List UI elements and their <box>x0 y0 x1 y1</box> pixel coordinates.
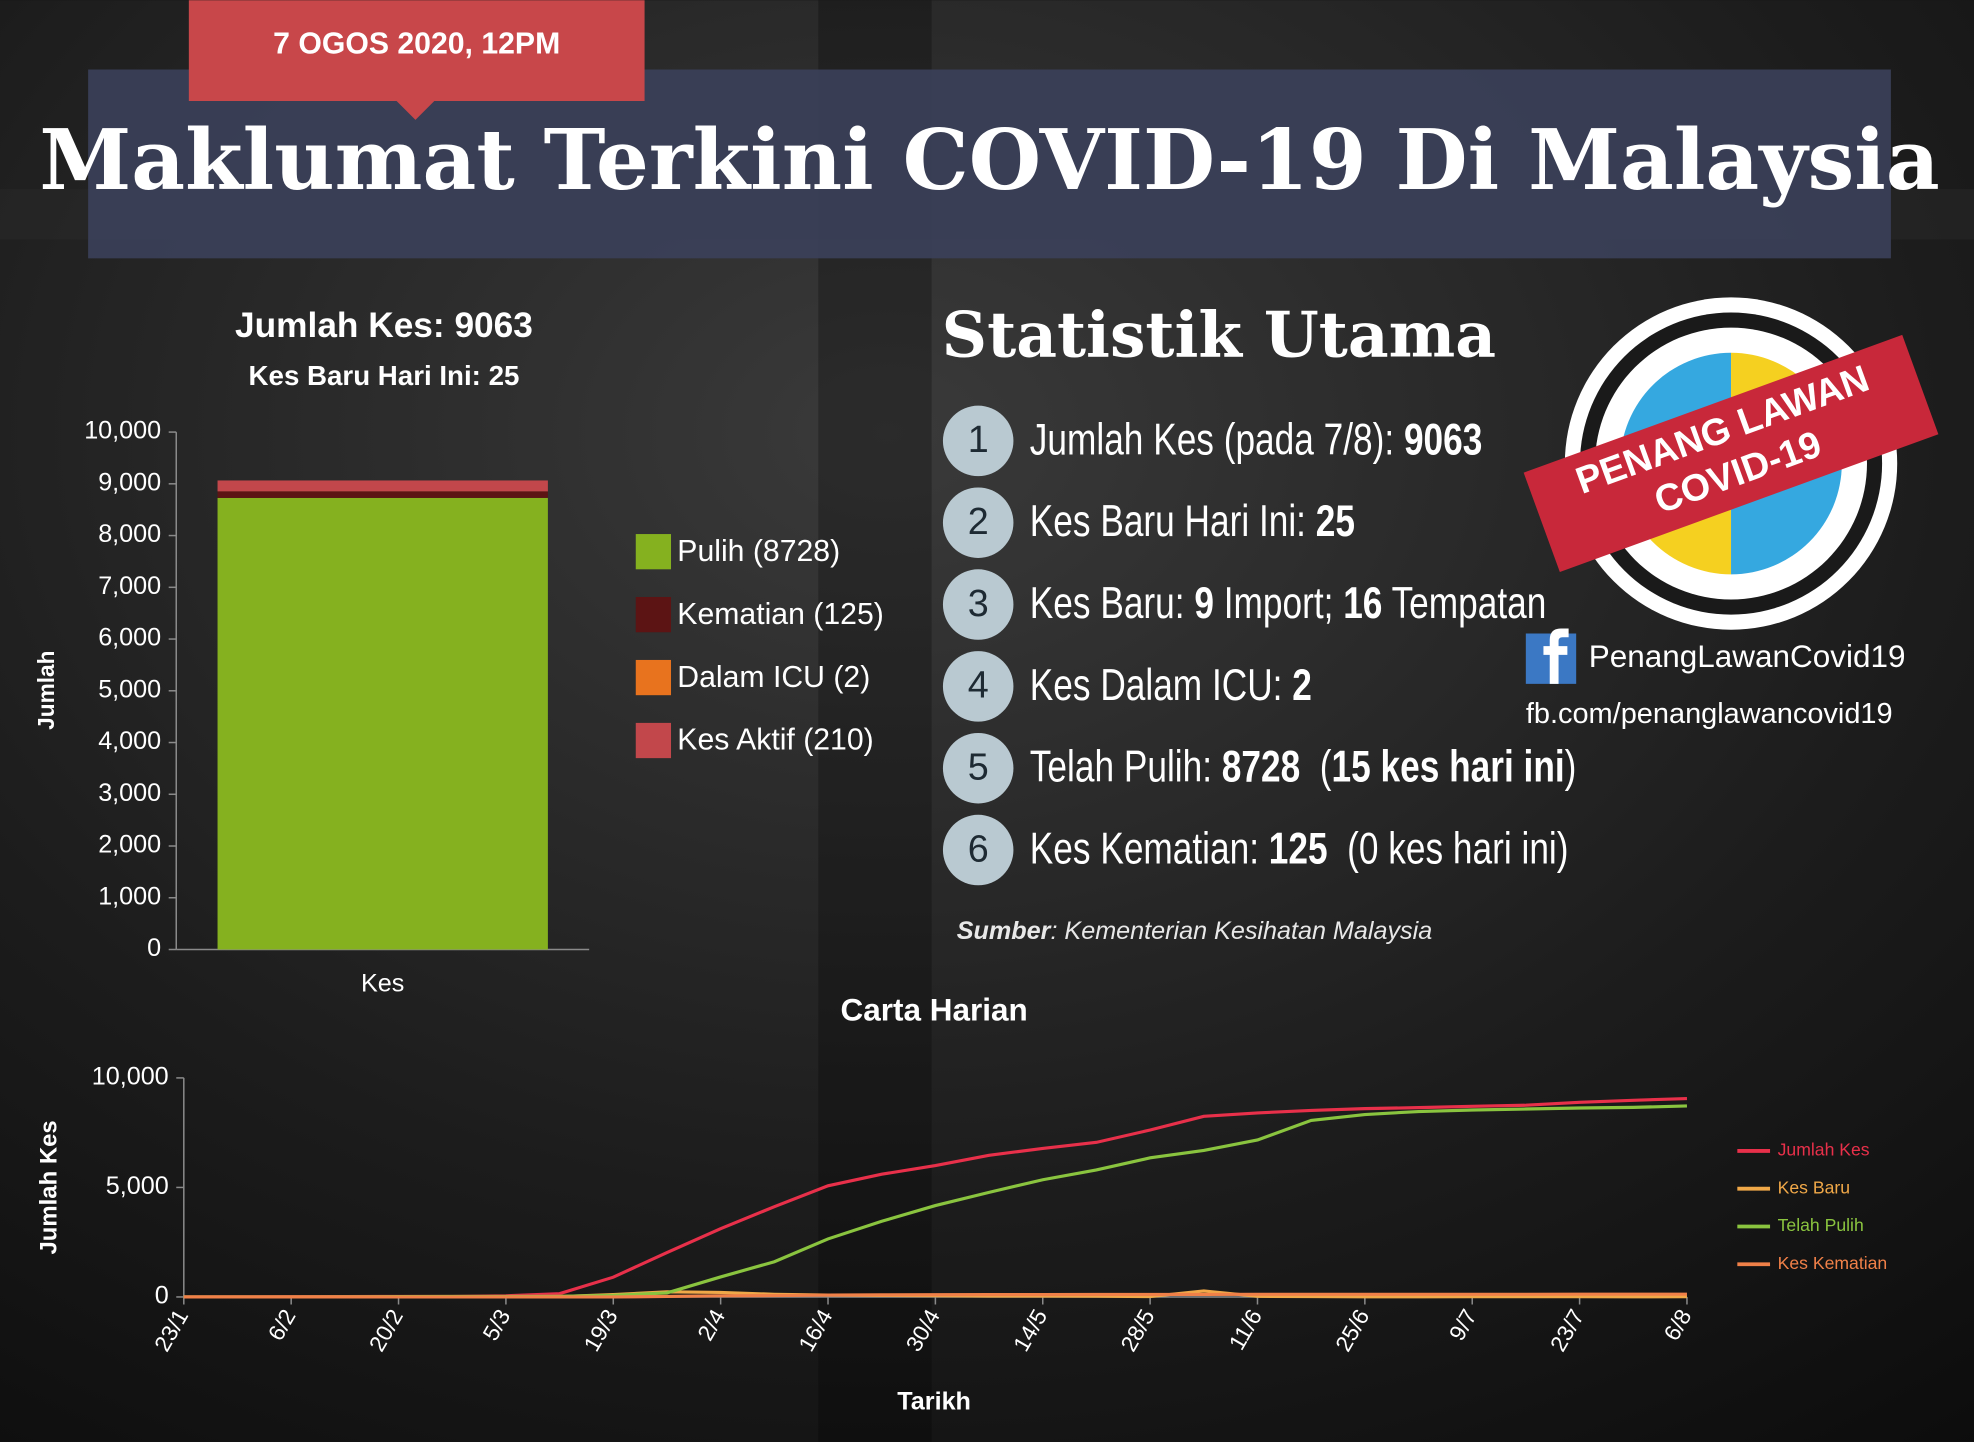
stat-number: 2 <box>968 501 989 543</box>
stat-text: Telah Pulih: 8728 (15 kes hari ini) <box>1030 742 1577 791</box>
legend-label: Kes Aktif (210) <box>677 724 873 757</box>
bar-segment <box>217 480 548 492</box>
y-tick-label: 1,000 <box>98 882 161 910</box>
facebook-name: PenangLawanCovid19 <box>1589 639 1906 674</box>
stat-number: 4 <box>968 665 989 707</box>
legend-swatch <box>635 722 672 759</box>
stat-badge <box>942 732 1014 804</box>
legend-label: Kes Baru <box>1778 1177 1850 1197</box>
stat-value: 9 <box>1194 579 1214 628</box>
chart-title: Jumlah Kes: 9063 <box>235 306 533 345</box>
y-tick-label: 4,000 <box>98 727 161 755</box>
stat-label: Import; <box>1214 579 1343 628</box>
stat-value: 9063 <box>1404 415 1482 464</box>
stat-badge <box>942 405 1014 477</box>
stat-number: 3 <box>968 583 989 625</box>
stat-label: ( <box>1300 742 1332 791</box>
bar-segment <box>217 491 548 498</box>
stat-row: Kes Baru: 9 Import; 16 Tempatan <box>1030 579 1547 628</box>
legend-swatch <box>635 659 672 696</box>
chart-subtitle: Kes Baru Hari Ini: 25 <box>249 360 520 391</box>
stat-label: Tempatan <box>1382 579 1546 628</box>
y-tick-label: 7,000 <box>98 572 161 600</box>
stat-label: Kes Baru: <box>1030 579 1195 628</box>
source-label: Sumber <box>957 917 1052 945</box>
y-tick-label: 0 <box>155 1282 169 1310</box>
stat-label: Telah Pulih: <box>1030 742 1222 791</box>
stat-label: Kes Baru Hari Ini: <box>1030 497 1316 546</box>
stat-text: Kes Kematian: 125 (0 kes hari ini) <box>1030 824 1569 873</box>
y-tick-label: 0 <box>147 934 161 962</box>
stat-row: Jumlah Kes (pada 7/8): 9063 <box>1030 415 1483 464</box>
stat-badge <box>942 487 1014 558</box>
stat-value: 125 <box>1269 824 1328 873</box>
x-axis-label: Tarikh <box>897 1387 971 1415</box>
stat-value: 16 <box>1343 579 1382 628</box>
stat-value: 2 <box>1292 661 1312 710</box>
x-tick-label: Kes <box>361 969 404 997</box>
facebook-glyph <box>1543 628 1569 684</box>
legend-label: Dalam ICU (2) <box>677 661 870 694</box>
y-tick-label: 9,000 <box>98 468 161 496</box>
data-line <box>183 1292 1687 1299</box>
y-tick-label: 10,000 <box>92 1063 169 1091</box>
y-tick-label: 2,000 <box>98 831 161 859</box>
stat-number: 1 <box>968 419 989 461</box>
stat-value: 25 <box>1316 497 1355 546</box>
stat-label: Kes Dalam ICU: <box>1030 661 1292 710</box>
stat-label: (0 kes hari ini) <box>1328 824 1569 873</box>
date: 7 OGOS 2020, 12PM <box>273 28 560 61</box>
bar-segment <box>217 497 548 950</box>
y-axis-label: Jumlah <box>33 650 59 729</box>
stat-number: 5 <box>968 746 989 788</box>
date-tab <box>188 0 645 120</box>
stat-row: Kes Kematian: 125 (0 kes hari ini) <box>1030 824 1569 873</box>
stat-badge <box>942 814 1014 886</box>
source: Sumber: Kementerian Kesihatan Malaysia <box>957 917 1432 945</box>
y-tick-label: 3,000 <box>98 779 161 807</box>
main-title: Maklumat Terkini COVID-19 Di Malaysia <box>39 111 1939 209</box>
stat-row: Kes Baru Hari Ini: 25 <box>1030 497 1355 546</box>
stat-label: Jumlah Kes (pada 7/8): <box>1030 415 1404 464</box>
legend-label: Pulih (8728) <box>677 535 840 568</box>
facebook-url: fb.com/penanglawancovid19 <box>1526 698 1893 730</box>
legend-label: Kes Kematian <box>1778 1253 1888 1273</box>
stat-value: 8728 <box>1222 742 1300 791</box>
legend-swatch <box>635 596 672 633</box>
stat-text: Kes Dalam ICU: 2 <box>1030 661 1312 710</box>
stats-title: Statistik Utama <box>942 298 1496 372</box>
badge-ribbon <box>1523 334 1939 573</box>
stats-list: 1 Jumlah Kes (pada 7/8): 9063 2 Kes Baru Ha… <box>942 405 1577 886</box>
stat-text: Kes Baru: 9 Import; 16 Tempatan <box>1030 579 1547 628</box>
stat-text: Kes Baru Hari Ini: 25 <box>1030 497 1355 546</box>
stat-value: 15 kes hari ini <box>1332 742 1565 791</box>
badge: PENANG LAWAN COVID-19 <box>1523 297 1939 630</box>
stat-badge <box>942 569 1014 640</box>
stat-row: Telah Pulih: 8728 (15 kes hari ini) <box>1030 742 1577 791</box>
legend-label: Telah Pulih <box>1778 1215 1864 1235</box>
legend-label: Kematian (125) <box>677 598 884 631</box>
y-tick-label: 8,000 <box>98 520 161 548</box>
legend-swatch <box>635 534 672 570</box>
stat-row: Kes Dalam ICU: 2 <box>1030 661 1312 710</box>
y-axis-label: Jumlah Kes <box>36 1120 63 1254</box>
chart-title: Carta Harian <box>841 993 1028 1028</box>
stat-number: 6 <box>968 828 989 870</box>
stat-label: ) <box>1565 742 1577 791</box>
source-text: : Kementerian Kesihatan Malaysia <box>1050 917 1432 945</box>
y-tick-label: 6,000 <box>98 624 161 652</box>
stat-text: Jumlah Kes (pada 7/8): 9063 <box>1030 415 1483 464</box>
legend-label: Jumlah Kes <box>1778 1140 1870 1160</box>
y-tick-label: 5,000 <box>106 1172 169 1200</box>
y-tick-label: 10,000 <box>84 417 161 445</box>
stat-badge <box>942 651 1014 722</box>
y-tick-label: 5,000 <box>98 675 161 703</box>
stat-label: Kes Kematian: <box>1030 824 1269 873</box>
